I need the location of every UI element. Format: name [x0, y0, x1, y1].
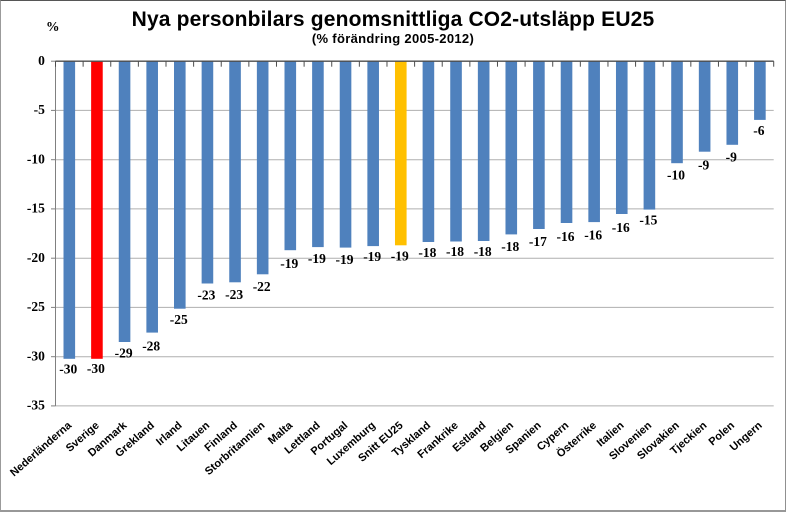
svg-text:-22: -22	[253, 279, 271, 294]
svg-text:-16: -16	[612, 220, 630, 235]
svg-text:-19: -19	[391, 248, 409, 263]
svg-text:-28: -28	[142, 339, 160, 354]
svg-text:-18: -18	[446, 244, 464, 259]
svg-text:-30: -30	[27, 348, 45, 363]
svg-text:-15: -15	[639, 213, 657, 228]
svg-text:-16: -16	[557, 229, 575, 244]
svg-text:Nederländerna: Nederländerna	[8, 419, 75, 479]
svg-text:-20: -20	[27, 250, 45, 265]
svg-text:-16: -16	[584, 227, 602, 242]
svg-text:-6: -6	[753, 123, 764, 138]
svg-text:-5: -5	[34, 102, 45, 117]
svg-text:-19: -19	[363, 249, 381, 264]
svg-text:-10: -10	[27, 151, 45, 166]
svg-text:-19: -19	[280, 256, 298, 271]
svg-text:-9: -9	[698, 158, 709, 173]
svg-text:-25: -25	[27, 299, 45, 314]
svg-text:-29: -29	[115, 346, 133, 361]
svg-text:-30: -30	[87, 361, 105, 376]
svg-text:-25: -25	[170, 312, 188, 327]
svg-text:0: 0	[38, 53, 45, 68]
svg-text:-23: -23	[197, 287, 215, 302]
svg-text:-15: -15	[27, 201, 45, 216]
svg-text:-9: -9	[726, 150, 737, 165]
svg-text:-18: -18	[501, 239, 519, 254]
svg-text:-19: -19	[336, 252, 354, 267]
svg-text:-18: -18	[418, 245, 436, 260]
svg-text:-10: -10	[667, 167, 685, 182]
svg-text:-17: -17	[529, 234, 547, 249]
svg-text:-30: -30	[59, 362, 77, 377]
svg-text:-35: -35	[27, 398, 45, 413]
svg-text:-19: -19	[308, 251, 326, 266]
svg-text:-23: -23	[225, 287, 243, 302]
svg-text:-18: -18	[474, 244, 492, 259]
